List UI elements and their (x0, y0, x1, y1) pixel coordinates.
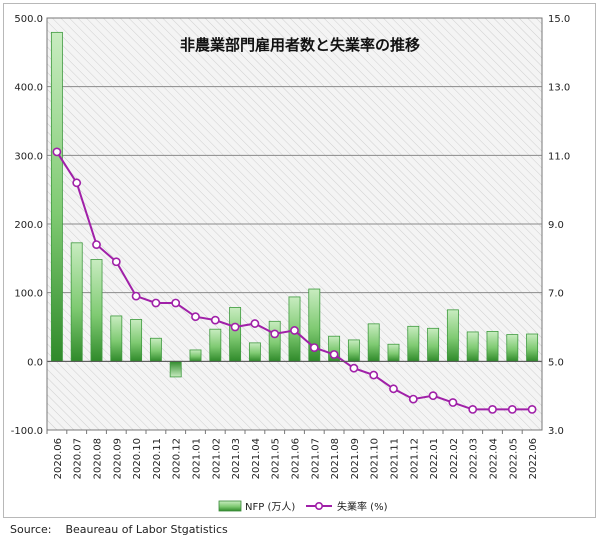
y-left-tick-label: -100.0 (11, 426, 43, 437)
bar (169, 360, 182, 378)
y-left-tick-label: 200.0 (14, 220, 43, 231)
bar (427, 327, 440, 362)
line-point (290, 326, 299, 335)
y-right-tick-label: 11.0 (548, 151, 570, 162)
x-tick-label: 2020.09 (112, 438, 123, 479)
bar (130, 319, 143, 362)
y-left-tick-label: 300.0 (14, 151, 43, 162)
bar (149, 337, 162, 362)
y-right-tick-label: 5.0 (548, 357, 564, 368)
plot-border (46, 17, 543, 431)
line-point (72, 178, 82, 188)
y-right-tick-label: 15.0 (548, 14, 570, 25)
bar (347, 339, 360, 362)
x-tick-label: 2021.11 (390, 438, 401, 479)
x-tick-label: 2021.05 (271, 438, 282, 479)
bar (387, 343, 400, 362)
x-tick-label: 2022.06 (528, 438, 539, 479)
x-tick-label: 2021.10 (370, 438, 381, 479)
y-right-tick-label: 7.0 (548, 289, 564, 300)
bar (407, 325, 420, 362)
x-tick-label: 2020.08 (93, 438, 104, 479)
line-point (309, 343, 319, 352)
line-point (527, 404, 537, 414)
source-note: Source: Beaureau of Labor Stgatistics (10, 523, 228, 536)
y-right-tick-label: 13.0 (548, 83, 570, 94)
line-point (507, 404, 517, 414)
line-point (488, 404, 497, 414)
chart-title: 非農業部門雇用者数と失業率の推移 (180, 36, 420, 54)
bar (189, 349, 202, 362)
bar (110, 315, 123, 362)
chart-frame: -100.0 0.0 100.0 200.0 300.0 400.0 500.0 3.0 5.0… (3, 3, 596, 518)
x-tick-label: 2021.09 (350, 438, 361, 479)
line-point (92, 240, 101, 249)
bar (70, 242, 83, 362)
line-point (329, 350, 339, 359)
legend-bar-label: NFP (万人) (245, 501, 295, 513)
axes: -100.0 0.0 100.0 200.0 300.0 400.0 500.0 3.0 5.0… (11, 14, 571, 479)
legend: NFP (万人) 失業率 (%) (218, 500, 388, 513)
line-point (151, 298, 161, 308)
bar (526, 333, 539, 362)
bar (486, 330, 499, 362)
line-point (111, 257, 121, 267)
bar (209, 328, 222, 362)
bar (248, 342, 261, 362)
line-point (389, 384, 398, 394)
x-tick-label: 2021.04 (251, 438, 262, 479)
line-point (270, 329, 280, 339)
bar (50, 31, 63, 362)
line-point (349, 363, 359, 373)
x-tick-label: 2021.03 (231, 438, 242, 479)
x-tick-label: 2020.12 (172, 438, 183, 479)
y-left-tick-label: 500.0 (14, 14, 43, 25)
x-tick-label: 2021.07 (310, 438, 321, 479)
x-tick-label: 2020.10 (132, 438, 143, 479)
bar (90, 259, 103, 362)
legend-bar-swatch (218, 500, 242, 512)
legend-line-label: 失業率 (%) (337, 500, 388, 513)
y-right-tick-label: 3.0 (548, 426, 564, 437)
legend-line-marker (314, 501, 323, 510)
line-point (428, 391, 438, 401)
line-point (210, 315, 220, 325)
y-left-tick-label: 0.0 (27, 357, 43, 368)
x-tick-label: 2021.02 (211, 438, 222, 479)
y-left-tick-label: 400.0 (14, 83, 43, 94)
x-tick-label: 2020.11 (152, 438, 163, 479)
bar (229, 307, 242, 362)
y-left-tick-label: 100.0 (14, 289, 43, 300)
line-point (448, 398, 458, 407)
line-point (369, 370, 379, 380)
x-tick-label: 2022.04 (489, 438, 500, 479)
x-tick-label: 2021.08 (330, 438, 341, 479)
line-point (250, 319, 260, 328)
bar (466, 331, 479, 362)
x-tick-label: 2022.03 (469, 438, 480, 479)
x-tick-label: 2022.05 (508, 438, 519, 479)
line-point (468, 404, 478, 414)
bar (367, 323, 380, 362)
line-series (52, 147, 537, 414)
line-point (131, 291, 141, 301)
x-tick-label: 2021.01 (192, 438, 203, 479)
bar (268, 320, 281, 362)
y-right-tick-label: 9.0 (548, 220, 564, 231)
x-tick-label: 2021.12 (409, 438, 420, 479)
x-tick-label: 2020.07 (73, 438, 84, 479)
chart-svg: -100.0 0.0 100.0 200.0 300.0 400.0 500.0 3.0 5.0… (11, 14, 571, 513)
line-point (230, 322, 240, 332)
x-tick-label: 2022.01 (429, 438, 440, 479)
line-point (191, 312, 200, 322)
bar (506, 334, 519, 362)
line-point (52, 147, 62, 157)
x-tick-label: 2020.06 (53, 438, 64, 479)
line-point (408, 394, 418, 404)
bar (446, 309, 459, 362)
x-tick-label: 2021.06 (291, 438, 302, 479)
line-point (171, 298, 181, 308)
x-tick-label: 2022.02 (449, 438, 460, 479)
